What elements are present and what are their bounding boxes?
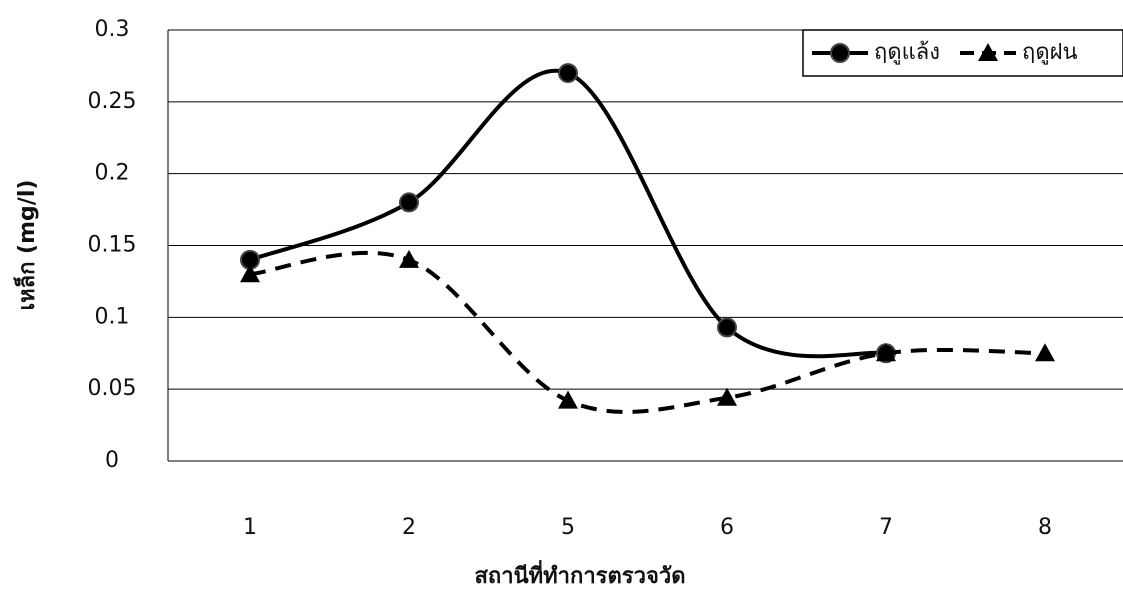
- y-tick-label: 0.1: [95, 304, 130, 329]
- y-tick-label: 0.15: [88, 233, 137, 258]
- y-tick-label: 0.25: [88, 89, 137, 114]
- x-tick-label: 2: [402, 515, 416, 540]
- point: [240, 264, 260, 283]
- y-tick-label: 0.2: [95, 161, 130, 186]
- series-line: [249, 250, 1046, 414]
- point: [1035, 343, 1055, 362]
- legend-marker: [978, 43, 999, 61]
- x-tick-label: 5: [561, 515, 575, 540]
- y-tick-label: 0: [105, 448, 119, 473]
- legend-label: ฤดูฝน: [1022, 40, 1078, 65]
- x-tick-label: 6: [720, 515, 734, 540]
- series-line: [249, 68, 887, 359]
- x-tick-label: 7: [879, 515, 893, 540]
- point: [558, 63, 578, 84]
- legend-label: ฤดูแล้ง: [874, 40, 940, 65]
- point: [717, 317, 737, 338]
- legend-marker: [830, 43, 850, 63]
- point: [876, 343, 896, 362]
- point: [399, 249, 419, 268]
- point: [399, 192, 419, 213]
- y-axis-title: เหล็ก (mg/l): [12, 180, 40, 311]
- y-tick-label: 0.3: [95, 17, 130, 42]
- x-axis-title: สถานีที่ทำการตรวจวัด: [475, 559, 686, 589]
- y-tick-label: 0.05: [88, 376, 137, 401]
- x-tick-label: 1: [243, 515, 257, 540]
- point: [558, 390, 578, 409]
- point: [717, 387, 737, 406]
- x-tick-label: 8: [1038, 515, 1052, 540]
